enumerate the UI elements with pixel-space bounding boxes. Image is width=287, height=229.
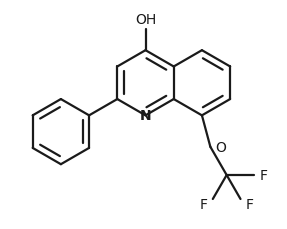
Text: N: N	[140, 109, 151, 123]
Text: F: F	[259, 168, 267, 182]
Text: F: F	[245, 197, 253, 211]
Text: O: O	[215, 140, 226, 154]
Text: F: F	[200, 197, 208, 211]
Text: OH: OH	[135, 13, 156, 27]
